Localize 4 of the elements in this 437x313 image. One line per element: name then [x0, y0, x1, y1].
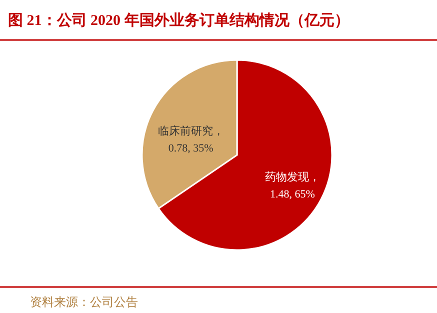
data-label: 临床前研究， 0.78, 35% — [158, 126, 224, 155]
annotation: 资料来源：公司公告 — [30, 295, 138, 309]
title: 图 21：公司 2020 年国外业务订单结构情况（亿元） — [8, 13, 350, 29]
data-label: 药物发现， 1.48, 65% — [264, 171, 320, 200]
